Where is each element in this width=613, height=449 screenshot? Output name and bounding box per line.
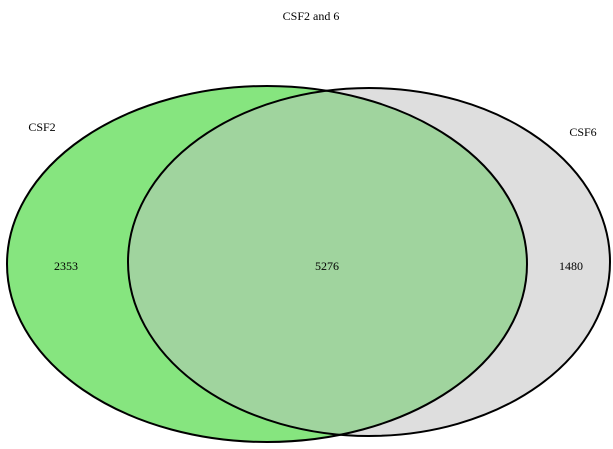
- overlap-region: [128, 88, 527, 436]
- set-label: CSF6: [569, 125, 596, 139]
- set-a-outline: [6, 85, 528, 443]
- chart-title: CSF2 and 6: [283, 9, 340, 23]
- count-label: 5276: [315, 259, 339, 273]
- set-b-outline: [127, 87, 611, 437]
- count-label: 2353: [54, 259, 78, 273]
- set-label: CSF2: [28, 120, 55, 134]
- count-label: 1480: [559, 259, 583, 273]
